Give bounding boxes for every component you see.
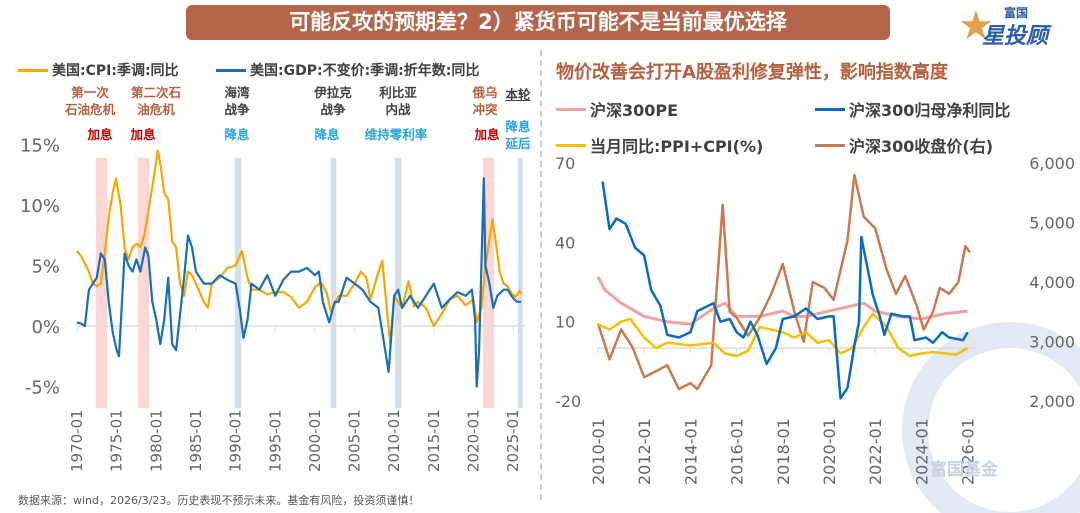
ppicpi-line: [597, 312, 969, 358]
legend-label: 沪深300收盘价(右): [849, 137, 994, 156]
cpi-line: [76, 149, 523, 346]
right-chart-title: 物价改善会打开A股盈利修复弹性，影响指数高度: [556, 62, 948, 83]
pe-line: [596, 276, 968, 326]
y-right-tick-label: 6,000: [1029, 154, 1075, 173]
x-tick-label: 2015-01: [425, 409, 443, 472]
x-tick-label: 2012-01: [635, 418, 654, 485]
y-right-tick-label: 4,000: [1029, 273, 1075, 292]
footer-source: 数据来源：wind，2026/3/23。历史表现不预示未来。基金有风险，投资须谨…: [18, 494, 420, 507]
x-tick-label: 1970-01: [68, 409, 86, 472]
legend-gdp: 美国:GDP:不变价:季调:折年数:同比: [216, 60, 479, 80]
watermark-text: 富国基金: [930, 460, 998, 480]
x-tick-label: 2018-01: [774, 418, 793, 485]
x-tick-label: 1980-01: [147, 409, 165, 472]
policy-label: 加息: [87, 127, 113, 142]
x-tick-label: 2000-01: [306, 409, 324, 472]
legend-swatch: [815, 107, 845, 111]
policy-label: 维持零利率: [364, 127, 428, 142]
star-icon: ★: [958, 3, 994, 49]
x-tick-label: 1995-01: [266, 409, 284, 472]
event-label: 伊拉克 战争: [314, 85, 352, 117]
logo-text-main: 星投顾: [982, 24, 1049, 49]
page-title: 可能反攻的预期差？2）紧货币可能不是当前最优选择: [186, 5, 890, 40]
divider: [540, 50, 542, 500]
x-tick-label: 2016-01: [728, 418, 747, 485]
gdp-line: [76, 177, 522, 388]
y-right-tick-label: 2,000: [1029, 392, 1075, 411]
x-tick-label: 2026-01: [959, 418, 978, 485]
event-band: [394, 158, 402, 408]
close-line: [596, 173, 971, 391]
legend-label: 沪深300PE: [590, 101, 679, 120]
legend-label: 美国:GDP:不变价:季调:折年数:同比: [250, 63, 480, 79]
legend-swatch: [18, 68, 48, 72]
event-label: 第一次 石油危机: [64, 85, 116, 117]
legend-close: 沪深300收盘价(右): [815, 133, 993, 157]
legend-pe: 沪深300PE: [556, 97, 678, 121]
watermark-logo: [902, 322, 1080, 513]
policy-label: 降息: [224, 127, 250, 142]
x-tick-label: 2025-01: [504, 409, 522, 472]
event-label: 俄乌 冲突: [472, 85, 498, 117]
x-tick-label: 2010-01: [385, 409, 403, 472]
x-tick-label: 2024-01: [912, 418, 931, 485]
legend-ppicpi: 当月同比:PPI+CPI(%): [556, 133, 763, 157]
x-tick-label: 2014-01: [681, 418, 700, 485]
event-label: 第二次石 油危机: [130, 85, 182, 117]
y-right-tick-label: 3,000: [1029, 333, 1075, 352]
event-band: [517, 158, 523, 408]
y-tick-label: -5%: [25, 378, 60, 399]
x-tick-label: 1985-01: [187, 409, 205, 472]
event-band: [330, 158, 337, 408]
policy-label: 降息: [314, 127, 340, 142]
legend-label: 沪深300归母净利同比: [849, 101, 1011, 120]
legend-swatch: [556, 143, 586, 147]
x-tick-label: 2022-01: [866, 418, 885, 485]
logo-text-top: 富国: [1004, 6, 1029, 20]
legend-cpi: 美国:CPI:季调:同比: [18, 60, 179, 80]
y-left-tick-label: 10: [555, 313, 575, 332]
x-tick-label: 2005-01: [346, 409, 364, 472]
y-left-tick-label: -20: [555, 392, 581, 411]
legend-swatch: [556, 107, 586, 111]
policy-label: 降息 延后: [505, 119, 531, 151]
legend-label: 当月同比:PPI+CPI(%): [590, 137, 764, 156]
y-tick-label: 15%: [20, 136, 60, 157]
policy-label: 加息: [474, 127, 500, 142]
legend-profit: 沪深300归母净利同比: [815, 97, 1010, 121]
legend-swatch: [216, 68, 246, 72]
x-tick-label: 2010-01: [589, 418, 608, 485]
y-left-tick-label: 70: [555, 154, 575, 173]
y-tick-label: 5%: [31, 257, 60, 278]
x-tick-label: 2020-01: [820, 418, 839, 485]
brand-logo: ★ 富国 星投顾: [958, 2, 1076, 50]
legend-swatch: [815, 143, 845, 147]
x-tick-label: 1975-01: [108, 409, 126, 472]
profit-line: [601, 181, 969, 400]
y-tick-label: 0%: [31, 317, 60, 338]
event-label: 海湾 战争: [224, 85, 250, 117]
event-label: 利比亚 内战: [379, 85, 417, 117]
y-tick-label: 10%: [20, 196, 60, 217]
legend-label: 美国:CPI:季调:同比: [52, 63, 179, 79]
policy-label: 加息: [130, 127, 156, 142]
y-left-tick-label: 40: [555, 233, 575, 252]
event-band: [234, 158, 242, 408]
event-label: 本轮: [505, 87, 531, 102]
y-right-tick-label: 5,000: [1029, 214, 1075, 233]
event-band: [138, 158, 150, 408]
x-tick-label: 2020-01: [465, 409, 483, 472]
x-tick-label: 1990-01: [227, 409, 245, 472]
